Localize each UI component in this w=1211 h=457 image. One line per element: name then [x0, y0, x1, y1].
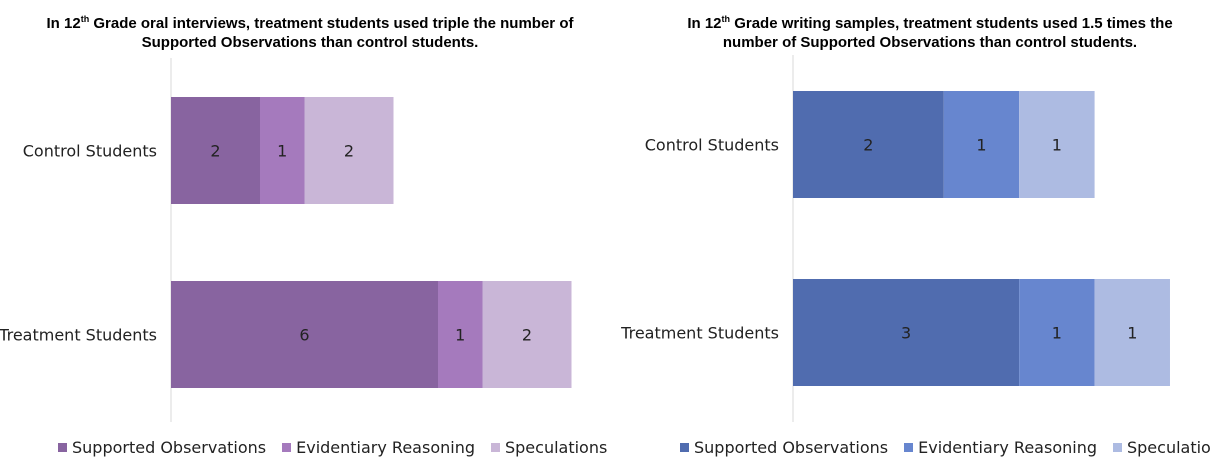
chart-title-oral: In 12th Grade oral interviews, treatment…: [46, 14, 574, 51]
legend-label: Evidentiary Reasoning: [296, 438, 475, 457]
legend-item-evidentiary-reasoning: Evidentiary Reasoning: [904, 438, 1097, 457]
legend-swatch: [1112, 443, 1122, 452]
data-label-speculations-control-students: 2: [344, 142, 354, 161]
bar-evidentiary-reasoning-control-students: [260, 97, 305, 204]
bar-speculations-control-students: [304, 97, 394, 204]
bar-supported-observations-control-students: [171, 97, 260, 204]
category-label-control-students: Control Students: [23, 142, 157, 161]
legend-item-speculations: Speculations: [490, 438, 608, 457]
legend-item-speculations: Speculations: [1112, 438, 1211, 457]
legend-writing: Supported Observations Evidentiary Reason…: [680, 438, 1211, 457]
bar-evidentiary-reasoning-treatment-students: [1019, 279, 1095, 386]
data-label-evidentiary-reasoning-treatment-students: 1: [1052, 324, 1062, 343]
chart-title-writing: In 12th Grade writing samples, treatment…: [687, 14, 1173, 51]
bar-supported-observations-treatment-students: [171, 281, 438, 388]
bar-supported-observations-treatment-students: [793, 279, 1020, 386]
legend-item-evidentiary-reasoning: Evidentiary Reasoning: [282, 438, 475, 457]
data-label-supported-observations-control-students: 2: [210, 142, 220, 161]
bar-supported-observations-control-students: [793, 91, 944, 198]
legend-label: Speculations: [504, 438, 608, 457]
chart-oral-interviews: Control Students 2 1 2 Treatment Students 6 1 2: [0, 58, 572, 422]
data-label-supported-observations-control-students: 2: [863, 136, 873, 155]
bar-evidentiary-reasoning-control-students: [943, 91, 1020, 198]
data-label-evidentiary-reasoning-control-students: 1: [277, 142, 287, 161]
data-label-evidentiary-reasoning-treatment-students: 1: [455, 326, 465, 345]
legend-swatch: [58, 443, 67, 452]
data-label-speculations-treatment-students: 1: [1127, 324, 1137, 343]
bar-evidentiary-reasoning-treatment-students: [438, 281, 483, 388]
legend-label: Supported Observations: [694, 438, 889, 457]
legend-item-supported-observations: Supported Observations: [680, 438, 888, 457]
category-label-control-students: Control Students: [645, 136, 779, 155]
legend-label: Evidentiary Reasoning: [918, 438, 1097, 457]
data-label-evidentiary-reasoning-control-students: 1: [976, 136, 986, 155]
legend-swatch: [282, 443, 292, 452]
data-label-supported-observations-treatment-students: 6: [299, 326, 309, 345]
legend-swatch: [904, 443, 914, 452]
legend-label: Supported Observations: [72, 438, 267, 457]
bar-speculations-treatment-students: [482, 281, 572, 388]
bar-speculations-control-students: [1019, 91, 1095, 198]
bar-speculations-treatment-students: [1094, 279, 1170, 386]
legend-oral: Supported Observations Evidentiary Reason…: [58, 438, 623, 457]
category-label-treatment-students: Treatment Students: [0, 326, 157, 345]
legend-item-supported-observations: Supported Observations: [58, 438, 266, 457]
data-label-speculations-control-students: 1: [1052, 136, 1062, 155]
legend-swatch: [680, 443, 689, 452]
category-label-treatment-students: Treatment Students: [620, 324, 779, 343]
legend-label: Speculations: [1126, 438, 1211, 457]
data-label-speculations-treatment-students: 2: [522, 326, 532, 345]
legend-swatch: [490, 443, 500, 452]
data-label-supported-observations-treatment-students: 3: [901, 324, 911, 343]
